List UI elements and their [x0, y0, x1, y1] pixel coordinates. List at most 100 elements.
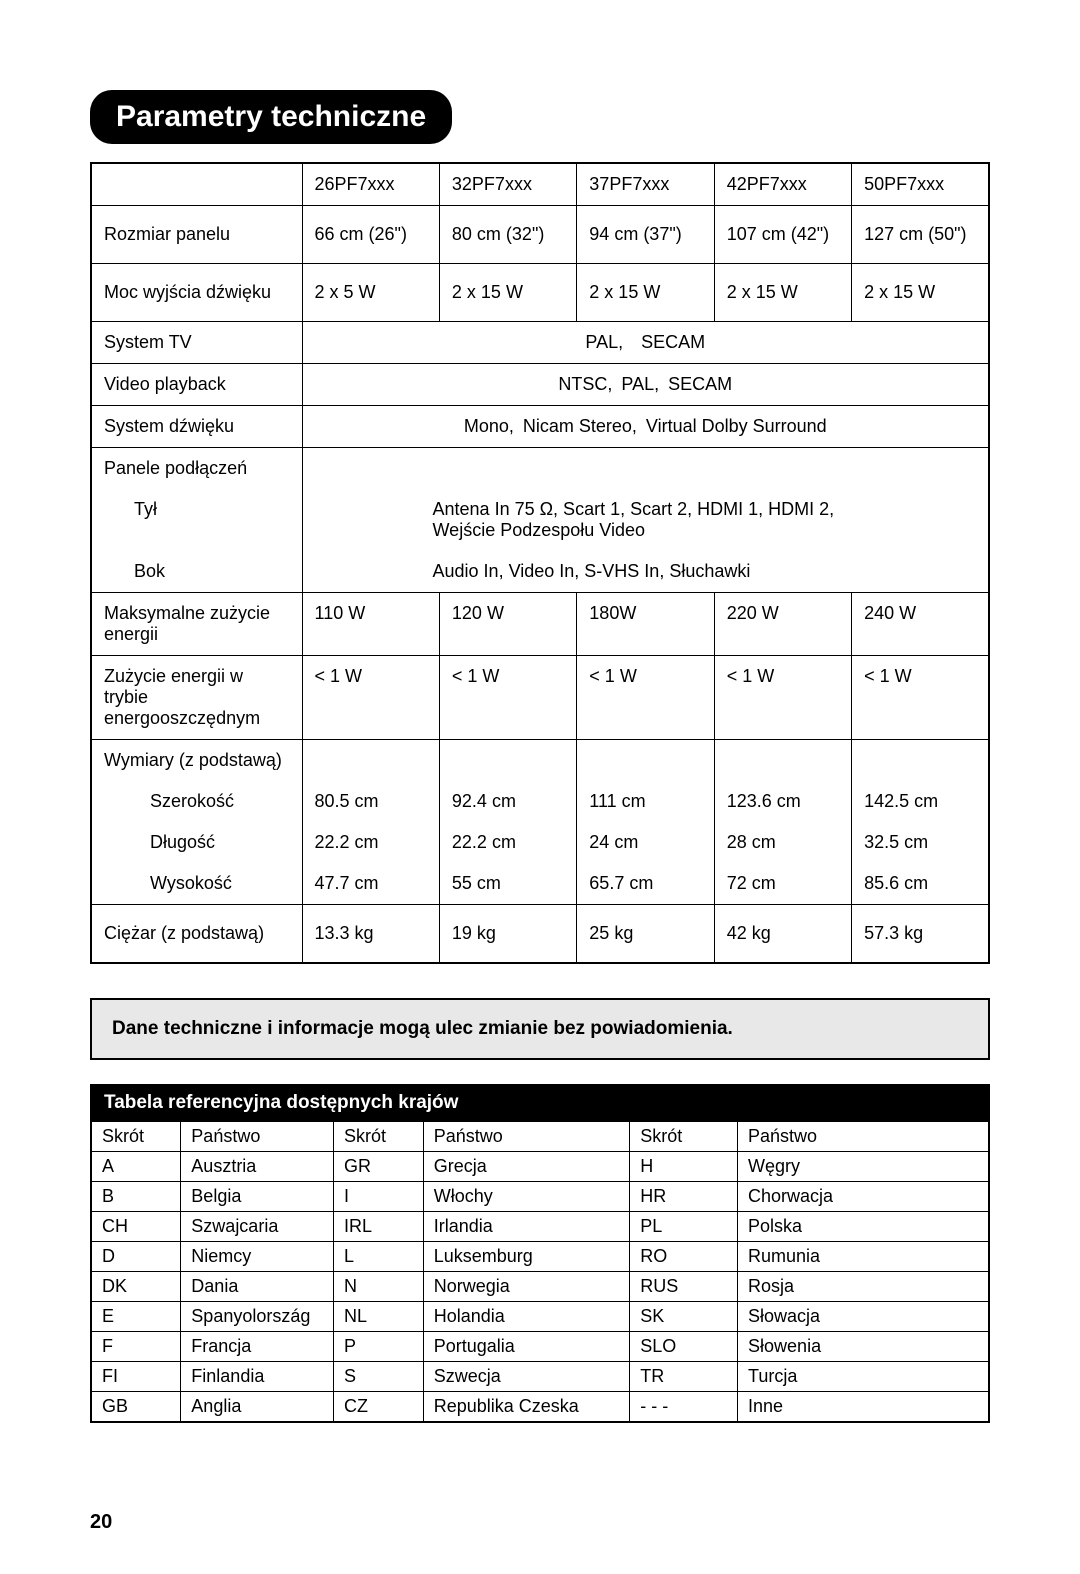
country-cell: RO [630, 1242, 738, 1272]
spec-cell [302, 740, 439, 782]
country-cell: SLO [630, 1332, 738, 1362]
spec-cell: 13.3 kg [302, 905, 439, 964]
spec-row: Maksymalne zużycie energii 110 W 120 W 1… [91, 593, 989, 656]
spec-cell: 127 cm (50") [852, 206, 989, 264]
spec-cell: 28 cm [714, 822, 851, 863]
spec-cell [439, 740, 576, 782]
spec-cell: 2 x 15 W [852, 264, 989, 322]
country-header-cell: Skrót [91, 1121, 181, 1152]
spec-sublabel: Szerokość [91, 781, 302, 822]
spec-cell: 2 x 5 W [302, 264, 439, 322]
country-cell: DK [91, 1272, 181, 1302]
spec-sublabel: Tył [91, 489, 302, 551]
country-row: BBelgiaIWłochyHRChorwacja [91, 1182, 989, 1212]
spec-cell: PAL, SECAM [302, 322, 989, 364]
spec-label: Video playback [91, 364, 302, 406]
spec-cell: 37PF7xxx [577, 163, 714, 206]
country-cell: TR [630, 1362, 738, 1392]
country-cell: Rumunia [738, 1242, 989, 1272]
country-cell: Francja [181, 1332, 334, 1362]
country-cell: FI [91, 1362, 181, 1392]
country-cell: L [333, 1242, 423, 1272]
country-cell: E [91, 1302, 181, 1332]
country-cell: Szwajcaria [181, 1212, 334, 1242]
spec-cell: 32PF7xxx [439, 163, 576, 206]
spec-cell: 110 W [302, 593, 439, 656]
spec-row: Video playback NTSC, PAL, SECAM [91, 364, 989, 406]
spec-cell: Audio In, Video In, S-VHS In, Słuchawki [302, 551, 989, 593]
notice-box: Dane techniczne i informacje mogą ulec z… [90, 998, 990, 1060]
spec-cell: 22.2 cm [439, 822, 576, 863]
spec-cell [91, 163, 302, 206]
country-cell: Słowacja [738, 1302, 989, 1332]
country-cell: CH [91, 1212, 181, 1242]
country-header-cell: Skrót [630, 1121, 738, 1152]
country-cell: D [91, 1242, 181, 1272]
country-header-row: SkrótPaństwoSkrótPaństwoSkrótPaństwo [91, 1121, 989, 1152]
spec-cell: 24 cm [577, 822, 714, 863]
spec-table: 26PF7xxx 32PF7xxx 37PF7xxx 42PF7xxx 50PF… [90, 162, 990, 964]
spec-cell: 2 x 15 W [714, 264, 851, 322]
country-table-title: Tabela referencyjna dostępnych krajów [90, 1084, 990, 1120]
spec-cell: 142.5 cm [852, 781, 989, 822]
spec-row: Długość 22.2 cm 22.2 cm 24 cm 28 cm 32.5… [91, 822, 989, 863]
country-row: DNiemcyLLuksemburgRORumunia [91, 1242, 989, 1272]
conn-rear-line1: Antena In 75 Ω, Scart 1, Scart 2, HDMI 1… [433, 499, 835, 519]
spec-row: Wysokość 47.7 cm 55 cm 65.7 cm 72 cm 85.… [91, 863, 989, 905]
country-cell: Inne [738, 1392, 989, 1423]
country-row: FIFinlandiaSSzwecjaTRTurcja [91, 1362, 989, 1392]
conn-rear-line2: Wejście Podzespołu Video [433, 520, 645, 540]
country-cell: CZ [333, 1392, 423, 1423]
spec-cell: 50PF7xxx [852, 163, 989, 206]
country-row: CHSzwajcariaIRLIrlandiaPLPolska [91, 1212, 989, 1242]
spec-label: Wymiary (z podstawą) [91, 740, 302, 782]
country-cell: SK [630, 1302, 738, 1332]
country-cell: Norwegia [423, 1272, 630, 1302]
country-cell: P [333, 1332, 423, 1362]
country-cell: Chorwacja [738, 1182, 989, 1212]
spec-row: Bok Audio In, Video In, S-VHS In, Słucha… [91, 551, 989, 593]
spec-row: Panele podłączeń [91, 448, 989, 490]
country-cell: Grecja [423, 1152, 630, 1182]
spec-label: Rozmiar panelu [91, 206, 302, 264]
country-cell: Węgry [738, 1152, 989, 1182]
country-cell: N [333, 1272, 423, 1302]
country-cell: B [91, 1182, 181, 1212]
country-header-cell: Państwo [181, 1121, 334, 1152]
country-cell: HR [630, 1182, 738, 1212]
spec-cell [714, 740, 851, 782]
country-cell: Anglia [181, 1392, 334, 1423]
spec-cell: < 1 W [302, 656, 439, 740]
country-cell: Rosja [738, 1272, 989, 1302]
country-row: FFrancjaPPortugaliaSLOSłowenia [91, 1332, 989, 1362]
country-cell: Niemcy [181, 1242, 334, 1272]
spec-label: Zużycie energii w trybie energooszczędny… [91, 656, 302, 740]
spec-row: System dźwięku Mono, Nicam Stereo, Virtu… [91, 406, 989, 448]
spec-sublabel: Długość [91, 822, 302, 863]
country-cell: Włochy [423, 1182, 630, 1212]
country-cell: NL [333, 1302, 423, 1332]
spec-label: Panele podłączeń [91, 448, 302, 490]
country-cell: Szwecja [423, 1362, 630, 1392]
spec-cell: 72 cm [714, 863, 851, 905]
country-table: SkrótPaństwoSkrótPaństwoSkrótPaństwoAAus… [90, 1120, 990, 1423]
spec-cell: NTSC, PAL, SECAM [302, 364, 989, 406]
spec-row: Szerokość 80.5 cm 92.4 cm 111 cm 123.6 c… [91, 781, 989, 822]
spec-cell: 42 kg [714, 905, 851, 964]
spec-cell: Antena In 75 Ω, Scart 1, Scart 2, HDMI 1… [302, 489, 989, 551]
country-cell: Słowenia [738, 1332, 989, 1362]
spec-label: System TV [91, 322, 302, 364]
spec-cell: < 1 W [714, 656, 851, 740]
spec-cell: 123.6 cm [714, 781, 851, 822]
spec-label: Moc wyjścia dźwięku [91, 264, 302, 322]
country-cell: Ausztria [181, 1152, 334, 1182]
spec-cell: 94 cm (37") [577, 206, 714, 264]
spec-cell: 85.6 cm [852, 863, 989, 905]
spec-cell: 120 W [439, 593, 576, 656]
country-cell: GB [91, 1392, 181, 1423]
country-cell: I [333, 1182, 423, 1212]
country-cell: IRL [333, 1212, 423, 1242]
spec-cell: 2 x 15 W [439, 264, 576, 322]
spec-cell: < 1 W [439, 656, 576, 740]
country-cell: Dania [181, 1272, 334, 1302]
